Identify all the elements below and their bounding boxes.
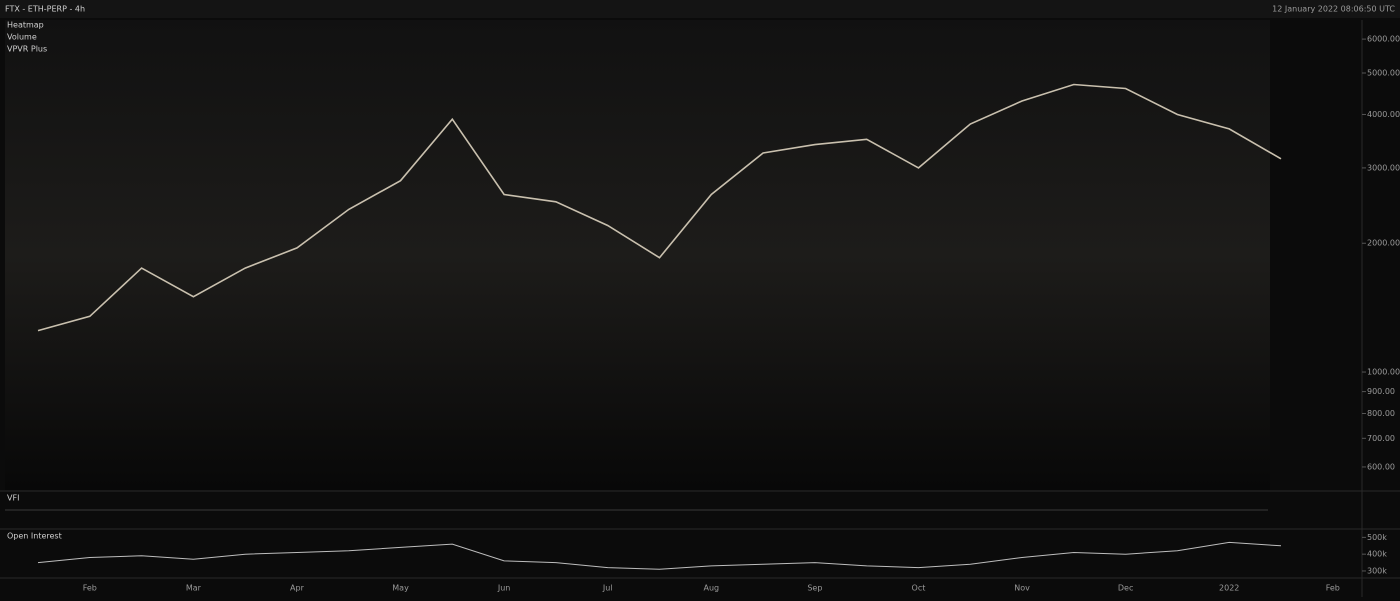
y-tick-label: 500k xyxy=(1367,533,1387,542)
x-tick-label: Sep xyxy=(807,584,822,593)
x-tick-label: Nov xyxy=(1014,584,1030,593)
x-tick-label: May xyxy=(392,584,409,593)
y-tick-label: 700.00 xyxy=(1367,434,1395,443)
indicator-label: Heatmap xyxy=(7,21,44,30)
y-tick-label: 2000.00 xyxy=(1367,239,1400,248)
y-tick-label: 800.00 xyxy=(1367,409,1395,418)
price-line xyxy=(37,541,1282,570)
y-tick-label: 300k xyxy=(1367,566,1387,575)
x-tick-label: Jun xyxy=(497,584,511,593)
price-line xyxy=(37,83,1282,332)
x-tick-label: Oct xyxy=(912,584,926,593)
panel-title: Open Interest xyxy=(7,532,62,541)
panel-title: VFI xyxy=(7,494,19,503)
indicator-label: VPVR Plus xyxy=(7,45,47,54)
timestamp: 12 January 2022 08:06:50 UTC xyxy=(1272,5,1395,14)
x-tick-label: Feb xyxy=(1326,584,1340,593)
top-bar xyxy=(0,0,1400,18)
y-tick-label: 5000.00 xyxy=(1367,68,1400,77)
indicator-label: Volume xyxy=(7,33,37,42)
y-tick-label: 6000.00 xyxy=(1367,35,1400,44)
x-tick-label: 2022 xyxy=(1219,584,1239,593)
y-tick-label: 4000.00 xyxy=(1367,110,1400,119)
x-tick-label: Dec xyxy=(1118,584,1133,593)
y-tick-label: 3000.00 xyxy=(1367,163,1400,172)
chart-title: FTX - ETH-PERP - 4h xyxy=(5,5,85,14)
y-tick-label: 900.00 xyxy=(1367,387,1395,396)
heatmap-area xyxy=(5,20,1270,490)
x-tick-label: Aug xyxy=(703,584,719,593)
x-tick-label: Feb xyxy=(83,584,97,593)
y-tick-label: 600.00 xyxy=(1367,462,1395,471)
y-tick-label: 1000.00 xyxy=(1367,368,1400,377)
x-tick-label: Apr xyxy=(290,584,305,593)
x-tick-label: Jul xyxy=(602,584,613,593)
x-tick-label: Mar xyxy=(186,584,202,593)
y-tick-label: 400k xyxy=(1367,550,1387,559)
